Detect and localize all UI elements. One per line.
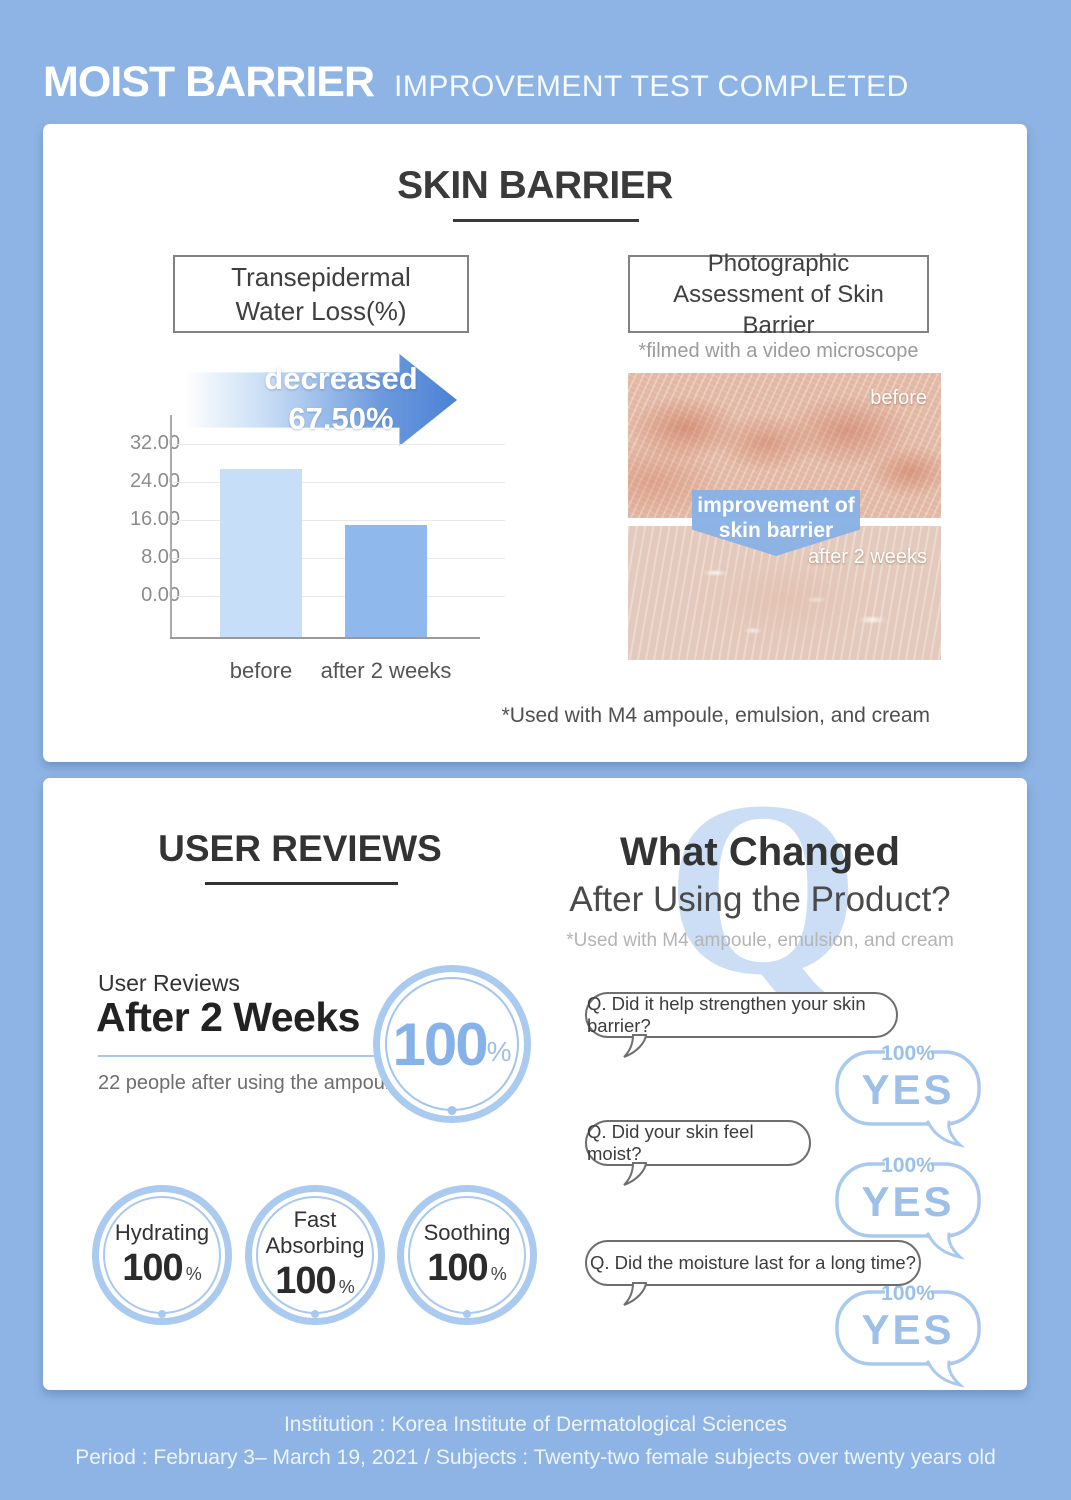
badge-value-row: 100 % xyxy=(122,1247,201,1290)
answer-text: YES xyxy=(861,1066,954,1113)
speech-tail-icon xyxy=(623,1162,648,1186)
header-title: MOIST BARRIER xyxy=(43,58,375,106)
after-2-weeks-label: After 2 Weeks xyxy=(96,994,360,1040)
title-underline xyxy=(453,219,639,222)
arrow-percent: 67.50% xyxy=(288,401,394,436)
x-axis-label: after 2 weeks xyxy=(320,658,452,683)
badge-inner-ring: Hydrating 100 % xyxy=(103,1196,221,1318)
circle-inner-ring: 100 % xyxy=(385,977,519,1115)
question-text: Q. Did your skin feel moist? xyxy=(587,1121,754,1164)
question-bubble: Q. Did the moisture last for a long time… xyxy=(585,1240,921,1306)
reviews-caption: 22 people after using the ampoule xyxy=(98,1072,401,1094)
usage-footnote: *Used with M4 ampoule, emulsion, and cre… xyxy=(501,704,930,727)
badge-value: 100 xyxy=(122,1247,183,1289)
chart-gridline xyxy=(170,596,505,597)
badge-inner-ring: Soothing 100 % xyxy=(408,1196,526,1318)
banner-line: improvement of xyxy=(697,494,855,517)
badge-unit: % xyxy=(490,1264,507,1284)
banner-line: skin barrier xyxy=(718,519,834,542)
page-header: MOIST BARRIER IMPROVEMENT TEST COMPLETED xyxy=(43,58,909,107)
header-subtitle: IMPROVEMENT TEST COMPLETED xyxy=(394,70,909,103)
ring-dot xyxy=(463,1310,471,1318)
chart-gridline xyxy=(170,558,505,559)
chart-gridline xyxy=(170,482,505,483)
badge-unit: % xyxy=(338,1277,355,1297)
photo-caption: *filmed with a video microscope xyxy=(638,340,919,362)
footer-institution: Institution : Korea Institute of Dermato… xyxy=(283,1413,788,1436)
x-axis-label: before xyxy=(229,658,293,683)
chart-gridline xyxy=(170,444,505,445)
percent-value: 100 xyxy=(392,1010,488,1078)
badge-label: Soothing xyxy=(423,1220,511,1245)
question-bubble: Q. Did your skin feel moist? xyxy=(585,1120,811,1186)
tewl-title-box: Transepidermal Water Loss(%) xyxy=(173,255,469,333)
title-underline xyxy=(205,882,398,885)
y-axis-tick: 24.00 xyxy=(129,470,180,492)
bar-before xyxy=(220,469,302,637)
badge-inner-ring: Fast Absorbing 100 % xyxy=(256,1196,374,1318)
percent-sign: % xyxy=(486,1036,512,1067)
y-axis-tick: 16.00 xyxy=(129,508,180,530)
q-watermark: Q xyxy=(665,778,861,1027)
user-reviews-title: USER REVIEWS xyxy=(158,828,442,869)
badge-unit: % xyxy=(185,1264,202,1284)
decrease-arrow: decreased 67.50% xyxy=(183,354,457,446)
ring-dot xyxy=(158,1310,166,1318)
what-changed-title: What Changed xyxy=(620,830,900,874)
skin-barrier-panel: SKIN BARRIER Transepidermal Water Loss(%… xyxy=(43,124,1027,762)
answer-bubble: 100% YES xyxy=(835,1154,981,1260)
footer: Institution : Korea Institute of Dermato… xyxy=(0,1408,1071,1474)
footer-period-subjects: Period : February 3– March 19, 2021 / Su… xyxy=(75,1446,996,1469)
answer-percent: 100% xyxy=(881,1042,935,1065)
speech-tail-icon xyxy=(623,1034,648,1058)
photo-after-label: after 2 weeks xyxy=(808,546,927,568)
badge-value-row: 100 % xyxy=(275,1260,354,1303)
badge-label: Fast Absorbing xyxy=(265,1207,365,1258)
answer-percent: 100% xyxy=(881,1282,935,1305)
badge-value-row: 100 % xyxy=(427,1247,506,1290)
x-axis-line xyxy=(170,637,480,639)
photo-assessment-title-box: Photographic Assessment of Skin Barrier xyxy=(628,250,929,339)
arrow-word: decreased xyxy=(264,361,418,396)
question-text: Q. Did the moisture last for a long time… xyxy=(590,1252,916,1273)
answer-text: YES xyxy=(861,1178,954,1225)
what-changed-caption: *Used with M4 ampoule, emulsion, and cre… xyxy=(566,930,954,951)
answer-percent: 100% xyxy=(881,1154,935,1177)
badge-hydrating: Hydrating 100 % xyxy=(92,1185,232,1325)
question-text: Q. Did it help strengthen your skin barr… xyxy=(587,993,866,1036)
badge-soothing: Soothing 100 % xyxy=(397,1185,537,1325)
question-bubble: Q. Did it help strengthen your skin barr… xyxy=(585,992,898,1058)
skin-photo-after: after 2 weeks xyxy=(628,526,941,660)
answer-bubble: 100% YES xyxy=(835,1042,981,1148)
y-axis-tick: 32.00 xyxy=(129,432,180,454)
user-reviews-panel: Q USER REVIEWS What Changed After Using … xyxy=(43,778,1027,1390)
y-axis-line xyxy=(170,415,172,639)
section-title: SKIN BARRIER xyxy=(397,164,673,207)
speech-tail-icon xyxy=(623,1282,648,1306)
badge-fast-absorbing: Fast Absorbing 100 % xyxy=(245,1185,385,1325)
ring-dot xyxy=(311,1310,319,1318)
total-percent-circle: 100 % xyxy=(373,965,531,1123)
badge-label: Hydrating xyxy=(114,1220,210,1245)
what-changed-subtitle: After Using the Product? xyxy=(569,880,951,919)
chart-gridline xyxy=(170,520,505,521)
badge-value: 100 xyxy=(275,1260,336,1302)
reviews-label: User Reviews xyxy=(98,970,240,996)
ring-dot xyxy=(447,1106,457,1115)
answer-bubble: 100% YES xyxy=(835,1282,981,1388)
badge-value: 100 xyxy=(427,1247,488,1289)
divider-line xyxy=(98,1055,423,1057)
answer-text: YES xyxy=(861,1306,954,1353)
arrow-annotation: decreased 67.50% xyxy=(235,359,447,439)
photo-before-label: before xyxy=(870,387,927,409)
bar-after xyxy=(345,525,427,637)
